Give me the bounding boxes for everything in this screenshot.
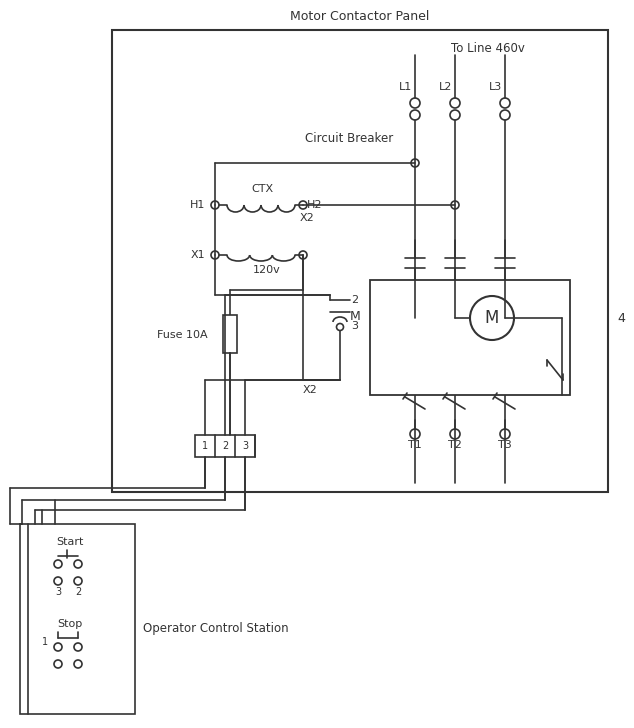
Text: Operator Control Station: Operator Control Station: [143, 622, 288, 635]
Text: X1: X1: [190, 250, 205, 260]
Text: H1: H1: [190, 200, 205, 210]
Text: H2: H2: [307, 200, 323, 210]
Text: 3: 3: [351, 321, 358, 331]
Bar: [20, 524, 135, 714]
Text: X2: X2: [302, 385, 318, 395]
Bar: [370, 280, 570, 395]
Text: 2: 2: [351, 295, 359, 305]
Text: 3: 3: [55, 587, 61, 597]
Text: CTX: CTX: [251, 184, 273, 194]
Text: M: M: [349, 309, 360, 323]
Text: 2: 2: [75, 587, 81, 597]
Bar: [223, 315, 237, 353]
Text: To Line 460v: To Line 460v: [451, 41, 525, 55]
Text: Start: Start: [56, 537, 84, 547]
Bar: [195, 435, 255, 457]
Text: 1: 1: [42, 637, 48, 647]
Text: Circuit Breaker: Circuit Breaker: [305, 132, 393, 144]
Text: 4: 4: [617, 312, 625, 325]
Text: 1: 1: [202, 441, 208, 451]
Text: X2: X2: [300, 213, 314, 223]
Bar: [112, 30, 608, 492]
Text: T2: T2: [448, 440, 462, 450]
Text: L1: L1: [399, 82, 413, 92]
Text: M: M: [485, 309, 499, 327]
Text: 2: 2: [222, 441, 228, 451]
Text: Motor Contactor Panel: Motor Contactor Panel: [290, 9, 430, 23]
Text: Fuse 10A: Fuse 10A: [157, 330, 208, 340]
Text: L3: L3: [489, 82, 503, 92]
Text: 3: 3: [242, 441, 248, 451]
Text: T1: T1: [408, 440, 422, 450]
Text: 120v: 120v: [253, 265, 281, 275]
Text: L2: L2: [439, 82, 453, 92]
Text: T3: T3: [498, 440, 512, 450]
Text: Stop: Stop: [57, 619, 82, 629]
